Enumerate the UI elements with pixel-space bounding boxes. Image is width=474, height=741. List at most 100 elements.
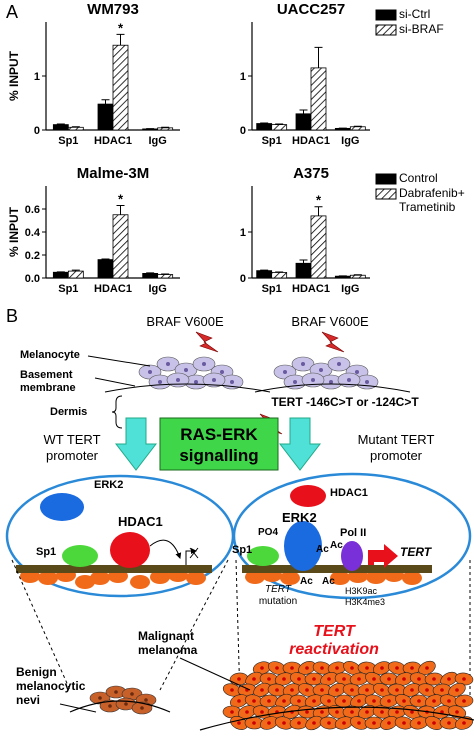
nucleus xyxy=(402,677,406,681)
label: H3K9ac xyxy=(345,586,378,596)
nucleus xyxy=(252,699,256,703)
nucleus xyxy=(230,710,234,714)
legend-swatch xyxy=(376,25,396,35)
label: Ac xyxy=(316,544,329,555)
error-bar xyxy=(117,206,125,215)
nucleus xyxy=(230,688,234,692)
error-bar xyxy=(117,34,125,45)
nucleus xyxy=(237,699,241,703)
bar xyxy=(272,125,287,130)
bar xyxy=(296,114,311,130)
nucleus xyxy=(417,721,421,725)
nucleus xyxy=(350,688,354,692)
nucleus xyxy=(267,677,271,681)
pol2 xyxy=(341,541,363,571)
nucleus xyxy=(212,378,216,382)
x-tick-label: HDAC1 xyxy=(94,283,132,295)
label: mutation xyxy=(259,596,297,607)
nucleus xyxy=(220,370,224,374)
nucleus xyxy=(305,688,309,692)
label: melanocytic xyxy=(16,679,86,693)
nucleus xyxy=(402,699,406,703)
lightning xyxy=(196,332,218,352)
arrow xyxy=(280,418,320,470)
nucleus xyxy=(275,666,279,670)
label: TERT xyxy=(400,545,433,559)
label: ERK2 xyxy=(282,510,317,525)
bar xyxy=(311,216,326,278)
nucleus xyxy=(425,666,429,670)
x-tick-label: HDAC1 xyxy=(292,135,330,147)
bar xyxy=(272,272,287,278)
label: signalling xyxy=(179,446,258,465)
panel-b: B BRAF V600E BRAF V600E Melanocyte Basem… xyxy=(6,306,474,733)
label: promoter xyxy=(370,448,423,463)
nucleus xyxy=(311,378,315,382)
nucleus xyxy=(245,710,249,714)
nucleus xyxy=(380,710,384,714)
label: PO4 xyxy=(258,527,278,538)
bar xyxy=(296,263,311,278)
arrow xyxy=(116,418,156,470)
nucleus xyxy=(365,710,369,714)
nucleus xyxy=(130,692,134,696)
nucleus xyxy=(342,677,346,681)
nucleus xyxy=(455,710,459,714)
nucleus xyxy=(342,721,346,725)
bar xyxy=(311,68,326,130)
nucleus xyxy=(275,688,279,692)
nucleus xyxy=(462,677,466,681)
nucleus xyxy=(395,688,399,692)
error-bar xyxy=(161,127,169,128)
lightning xyxy=(322,332,344,352)
mutation-label: BRAF V600E xyxy=(146,314,224,329)
y-tick-label: 0.0 xyxy=(25,273,40,285)
panel-label: A xyxy=(6,2,18,22)
legend-item: Dabrafenib+ Trametinib xyxy=(399,186,474,218)
x-tick-label: HDAC1 xyxy=(292,283,330,295)
x-tick-label: HDAC1 xyxy=(94,135,132,147)
mutation-label: BRAF V600E xyxy=(291,314,369,329)
legend-swatch xyxy=(376,10,396,20)
pointer xyxy=(88,356,150,366)
nucleus xyxy=(402,721,406,725)
bar xyxy=(98,260,113,278)
label: Ac xyxy=(330,540,343,551)
nucleus xyxy=(440,688,444,692)
nucleus xyxy=(312,699,316,703)
legend-swatch xyxy=(376,174,396,184)
nucleus xyxy=(387,721,391,725)
error-bar xyxy=(102,100,110,104)
nucleus xyxy=(329,380,333,384)
label: HDAC1 xyxy=(330,487,368,499)
nucleus xyxy=(447,677,451,681)
legend-label: si-Ctrl xyxy=(399,7,474,21)
label: Sp1 xyxy=(36,546,56,558)
nucleus xyxy=(432,677,436,681)
label: TERT xyxy=(265,584,292,595)
y-tick-label: 0 xyxy=(34,125,40,137)
bar xyxy=(68,127,83,130)
nucleus xyxy=(335,710,339,714)
label: Benign xyxy=(16,665,57,679)
nucleus xyxy=(312,721,316,725)
nucleus xyxy=(327,699,331,703)
nucleus xyxy=(357,677,361,681)
x-tick-label: IgG xyxy=(341,283,359,295)
nucleus xyxy=(327,677,331,681)
nucleus xyxy=(320,710,324,714)
nucleus xyxy=(252,677,256,681)
nucleus xyxy=(357,699,361,703)
bracket xyxy=(112,396,122,428)
bar xyxy=(143,273,158,278)
nucleus xyxy=(144,698,148,702)
label: reactivation xyxy=(289,641,379,658)
error-bar xyxy=(260,123,268,124)
bar xyxy=(53,125,68,130)
x-tick-label: Sp1 xyxy=(262,283,282,295)
nucleus xyxy=(267,699,271,703)
nucleus xyxy=(462,699,466,703)
label: promoter xyxy=(46,448,99,463)
